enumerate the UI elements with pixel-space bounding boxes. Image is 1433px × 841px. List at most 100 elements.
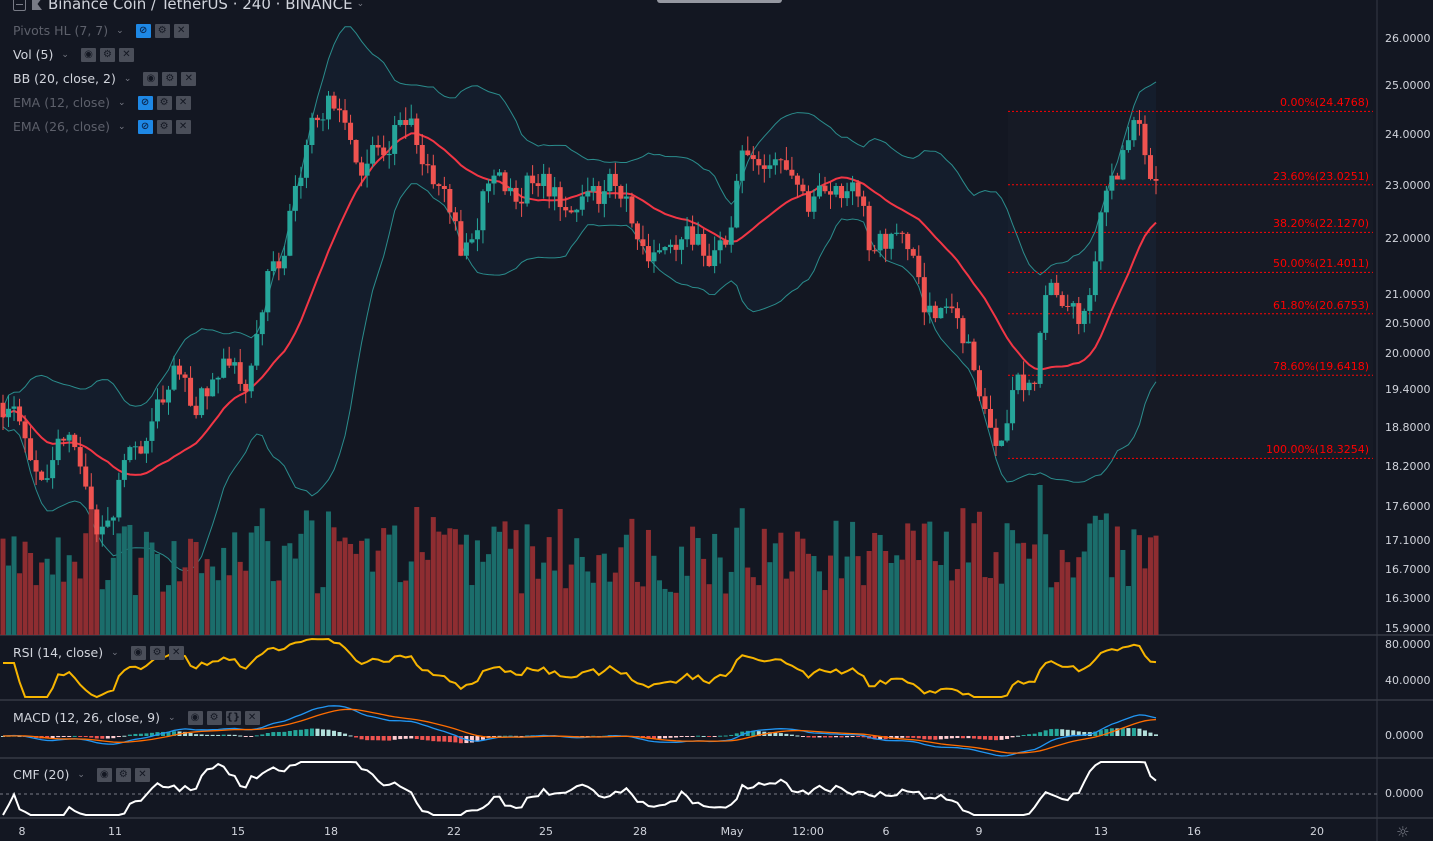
candle-body [778,159,784,161]
indicator-label: Pivots HL (7, 7) [13,23,109,38]
candle-body [469,239,475,243]
volume-bar [557,508,563,635]
candle-body [535,183,541,187]
candle-body [612,173,618,187]
gear-icon[interactable]: ⚙ [99,47,115,62]
candle-body [899,232,905,234]
volume-bar [77,578,83,635]
macd-histogram-bar [205,734,210,736]
volume-bar [320,587,326,635]
volume-bar [833,520,839,635]
volume-bar [1147,537,1153,635]
volume-bar [618,547,624,635]
symbol-title[interactable]: Binance Coin / TetherUS · 240 · BINANCE … [13,0,372,13]
collapse-icon[interactable] [13,0,26,11]
volume-bar [314,593,320,635]
candle-body [1010,390,1016,424]
macd-histogram-bar [431,736,436,742]
close-icon[interactable]: ✕ [168,645,184,660]
eye-slash-icon[interactable]: ⊘ [137,119,153,134]
chevron-down-icon[interactable]: ⌄ [111,647,119,658]
close-icon[interactable]: ✕ [175,95,191,110]
chevron-down-icon[interactable]: ⌄ [168,712,176,723]
close-icon[interactable]: ✕ [244,710,260,725]
volume-bar [39,562,45,635]
eye-slash-icon[interactable]: ⊘ [137,95,153,110]
volume-bar [359,540,365,635]
macd-histogram-bar [734,733,739,736]
close-icon[interactable]: ✕ [175,119,191,134]
chevron-down-icon[interactable]: ⌄ [116,25,124,36]
volume-bar [375,550,381,635]
macd-histogram-bar [194,734,199,736]
gear-icon[interactable]: ⚙ [154,23,170,38]
close-icon[interactable]: ✕ [118,47,134,62]
fib-zone [1008,111,1373,458]
fib-level-label: 50.00%(21.4011) [1272,257,1369,271]
candle-body [954,308,960,319]
chevron-down-icon[interactable]: ⌄ [61,49,69,60]
eye-icon[interactable]: ◉ [80,47,96,62]
volume-bar [1114,526,1120,635]
gear-icon[interactable]: ⚙ [162,71,178,86]
macd-histogram-bar [232,734,237,736]
macd-histogram-bar [971,736,976,739]
candle-body [634,223,640,240]
volume-bar [33,585,39,635]
volume-bar [1048,587,1054,635]
candle-body [458,221,464,256]
volume-bar [717,557,723,635]
top-toolbar-handle[interactable] [657,0,782,3]
candle-body [574,209,580,213]
macd-histogram-bar [988,736,993,740]
chevron-down-icon[interactable]: ⌄ [123,73,132,84]
eye-slash-icon[interactable]: ⊘ [135,23,151,38]
chevron-down-icon[interactable]: ⌄ [77,769,85,780]
candle-body [215,377,221,380]
chevron-down-icon[interactable]: ⌄ [118,121,126,132]
source-code-icon[interactable]: {} [225,710,241,725]
candle-body [1142,123,1148,156]
bb-basis-line [2,132,1157,476]
macd-histogram-bar [1054,728,1059,736]
eye-icon[interactable]: ◉ [130,645,146,660]
macd-histogram-bar [1076,731,1081,736]
macd-histogram-bar [1027,734,1032,736]
volume-bar [430,517,436,635]
gear-icon[interactable]: ⚙ [206,710,222,725]
candle-body [292,186,298,211]
eye-icon[interactable]: ◉ [187,710,203,725]
candle-body [761,165,767,169]
volume-bar [177,581,183,635]
volume-bar [1142,568,1148,635]
macd-histogram-bar [127,734,132,736]
candle-body [22,421,28,439]
gear-icon[interactable]: ⚙ [156,95,172,110]
eye-icon[interactable]: ◉ [96,767,112,782]
macd-histogram-bar [1049,729,1054,736]
candle-body [1125,140,1131,151]
close-icon[interactable]: ✕ [181,71,197,86]
candle-body [811,196,817,212]
gear-icon[interactable]: ⚙ [115,767,131,782]
eye-icon[interactable]: ◉ [143,71,159,86]
volume-bar [690,526,696,635]
close-icon[interactable]: ✕ [173,23,189,38]
candle-body [816,185,822,197]
candle-body [1021,374,1027,391]
chevron-down-icon[interactable]: ⌄ [356,0,365,9]
gear-icon[interactable]: ⚙ [149,645,165,660]
volume-bar [634,581,640,635]
chevron-down-icon[interactable]: ⌄ [118,97,126,108]
close-icon[interactable]: ✕ [134,767,150,782]
candle-body [17,406,23,422]
candle-body [188,377,194,406]
candle-body [623,196,629,199]
gear-icon[interactable]: ⚙ [156,119,172,134]
macd-histogram-bar [1115,728,1120,736]
settings-gear-icon[interactable]: ☼ [1396,823,1410,841]
volume-bar [276,580,282,635]
candle-body [805,191,811,212]
macd-histogram-bar [1093,731,1098,736]
